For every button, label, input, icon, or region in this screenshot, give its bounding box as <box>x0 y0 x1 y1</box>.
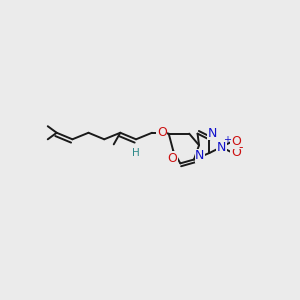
Text: O: O <box>231 135 241 148</box>
Text: +: + <box>223 136 231 146</box>
Text: O: O <box>231 146 241 159</box>
Text: N: N <box>217 140 226 154</box>
Text: N: N <box>208 127 217 140</box>
Text: -: - <box>238 141 243 154</box>
Text: H: H <box>132 148 140 158</box>
Text: O: O <box>167 152 177 165</box>
Text: N: N <box>195 149 205 162</box>
Text: O: O <box>157 126 167 139</box>
Polygon shape <box>162 131 169 134</box>
